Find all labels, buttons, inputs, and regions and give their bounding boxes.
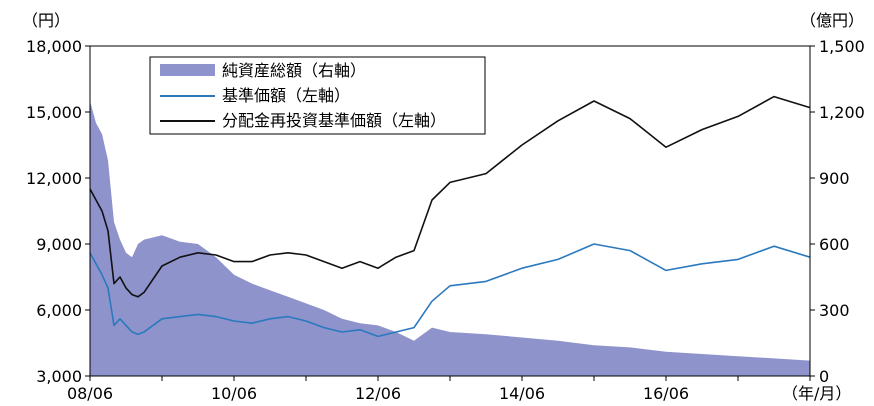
x-tick-label: 08/06 <box>67 384 113 403</box>
y-right-tick-label: 1,200 <box>819 103 865 122</box>
x-tick-label: 16/06 <box>643 384 689 403</box>
x-tick-label: 12/06 <box>355 384 401 403</box>
legend-swatch-net-assets <box>160 64 215 76</box>
y-left-tick-label: 6,000 <box>36 301 82 320</box>
series-line-2 <box>89 95 811 298</box>
line-series-layer <box>89 95 811 338</box>
legend: 純資産総額（右軸） 基準価額（左軸） 分配金再投資基準価額（左軸） <box>149 56 486 135</box>
area-series-layer <box>90 101 810 376</box>
y-left-tick-label: 12,000 <box>26 169 82 188</box>
y-left-tick-label: 18,000 <box>26 37 82 56</box>
y-right-tick-label: 600 <box>819 235 850 254</box>
y-right-tick-label: 0 <box>819 367 829 386</box>
y-right-tick-label: 900 <box>819 169 850 188</box>
series-area-0 <box>90 101 810 376</box>
y-right-tick-label: 300 <box>819 301 850 320</box>
axis-layer: 3,000 6,000 9,000 12,000 15,000 18,000 0 300 600… <box>26 37 865 403</box>
y-left-tick-label: 9,000 <box>36 235 82 254</box>
y-left-tick-label: 3,000 <box>36 367 82 386</box>
series-line-1 <box>89 243 811 338</box>
left-axis-unit-label: （円） <box>22 11 70 30</box>
legend-label-nav: 基準価額（左軸） <box>222 86 350 105</box>
legend-label-net-assets: 純資産総額（右軸） <box>222 61 366 80</box>
right-axis-unit-label: （億円） <box>800 11 864 30</box>
x-tick-label: 10/06 <box>211 384 257 403</box>
y-right-tick-label: 1,500 <box>819 37 865 56</box>
x-axis-unit-label: （年/月） <box>782 384 851 403</box>
legend-label-reinvested-nav: 分配金再投資基準価額（左軸） <box>222 111 446 130</box>
x-tick-label: 14/06 <box>499 384 545 403</box>
y-left-tick-label: 15,000 <box>26 103 82 122</box>
